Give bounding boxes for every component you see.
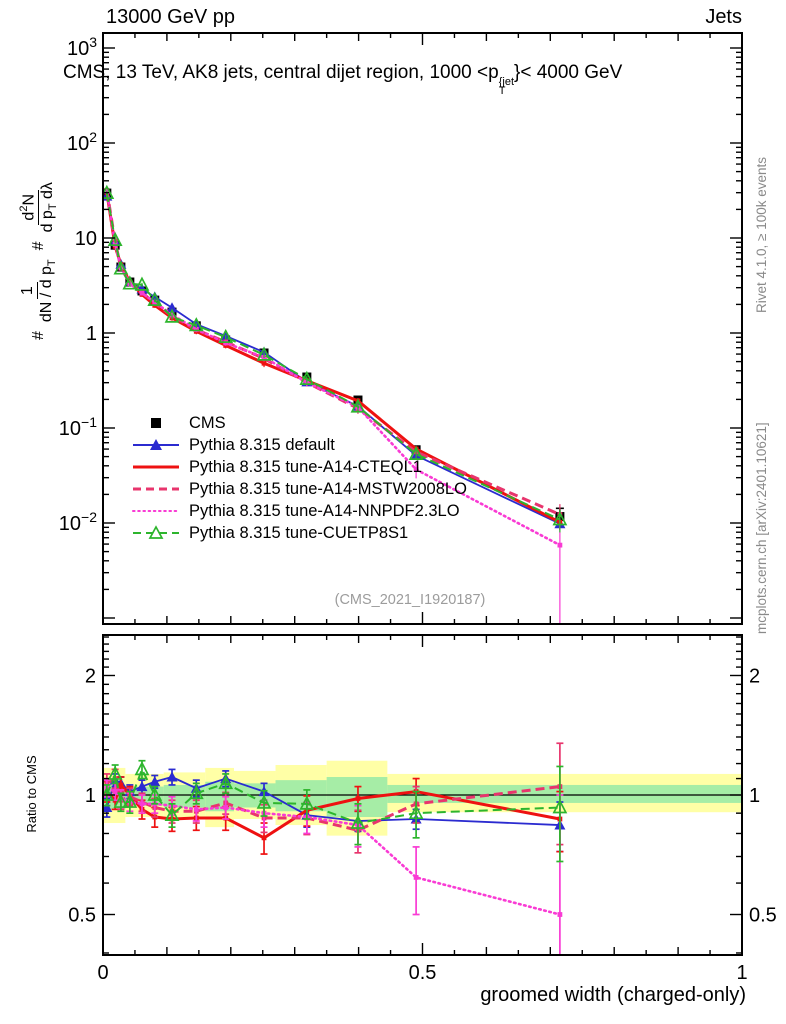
main-y-tick-label: 103 — [67, 34, 97, 60]
legend-label: Pythia 8.315 tune-A14-CTEQL1 — [189, 457, 422, 476]
legend-swatch-line — [133, 465, 179, 469]
legend-swatch-dash-tri-open — [133, 525, 179, 539]
legend-item-4: Pythia 8.315 tune-A14-NNPDF2.3LO — [132, 500, 467, 522]
fraction-d2N-over-dpTdlambda: d2N d pT dλ — [17, 182, 60, 233]
ratio-y-tick-label-right: 1 — [749, 785, 760, 807]
legend-item-3: Pythia 8.315 tune-A14-MSTW2008LO — [132, 478, 467, 500]
legend-item-2: Pythia 8.315 tune-A14-CTEQL1 — [132, 456, 467, 478]
ratio-y-tick-label-right: 0.5 — [749, 905, 777, 927]
legend-label: Pythia 8.315 tune-A14-NNPDF2.3LO — [189, 501, 460, 520]
legend-item-0: CMS — [132, 412, 467, 434]
plot-title: CMS, 13 TeV, AK8 jets, central dijet reg… — [63, 62, 786, 97]
main-y-tick-label: 10 — [75, 228, 97, 250]
main-y-tick-label: 10−2 — [59, 509, 97, 535]
ratio-series — [103, 742, 568, 955]
main-series — [103, 184, 568, 624]
pt-subscript: T — [498, 85, 506, 97]
legend-swatch-square — [151, 418, 161, 428]
ratio-y-tick-label-right: 2 — [749, 665, 760, 687]
ratio-y-tick-label-left: 2 — [85, 665, 96, 687]
x-tick-label: 0.5 — [409, 962, 437, 984]
main-y-tick-label: 1 — [86, 323, 97, 345]
rivet-version-note: Rivet 4.1.0, ≥ 100k events — [754, 157, 769, 313]
main-y-axis-title: # 1 dN / d pT # d2N d pT dλ — [12, 38, 66, 340]
beam-energy-label: 13000 GeV pp — [106, 6, 235, 28]
analysis-id-watermark: (CMS_2021_I1920187) — [334, 592, 486, 608]
legend: CMS Pythia 8.315 default Pythia 8.315 tune… — [132, 412, 467, 544]
x-tick-label: 0 — [97, 962, 108, 984]
plot-title-text: CMS, 13 TeV, AK8 jets, central dijet reg… — [63, 62, 499, 83]
hash-symbol: # — [30, 241, 47, 251]
legend-swatch-dot — [132, 510, 180, 512]
plot-title-text-end: }< 4000 GeV — [514, 62, 623, 83]
ratio-y-axis-title: Ratio to CMS — [24, 755, 39, 833]
main-y-tick-label: 102 — [67, 129, 97, 155]
x-tick-label: 1 — [736, 962, 747, 984]
x-axis-title: groomed width (charged-only) — [480, 984, 746, 1006]
hash-symbol: # — [30, 331, 47, 340]
ratio-y-tick-label-left: 0.5 — [68, 905, 96, 927]
main-y-tick-label: 10−1 — [59, 414, 97, 440]
mcplots-reference-note: mcplots.cern.ch [arXiv:2401.10621] — [754, 422, 769, 634]
legend-label: Pythia 8.315 tune-A14-MSTW2008LO — [189, 479, 467, 498]
legend-label: Pythia 8.315 default — [189, 435, 335, 454]
ratio-y-tick-label-left: 1 — [85, 785, 96, 807]
fraction-one-over-dNdpT: 1 dN / d pT — [18, 259, 59, 323]
analysis-group-label: Jets — [705, 6, 742, 28]
legend-item-1: Pythia 8.315 default — [132, 434, 467, 456]
pt-superscript: {jet — [498, 76, 514, 88]
legend-swatch-dash — [133, 487, 179, 491]
legend-label: Pythia 8.315 tune-CUETP8S1 — [189, 523, 409, 542]
pt-jet-scripts: {jet T — [498, 76, 514, 97]
legend-label: CMS — [189, 413, 226, 432]
legend-swatch-line-tri — [133, 439, 179, 450]
legend-item-5: Pythia 8.315 tune-CUETP8S1 — [132, 522, 467, 544]
